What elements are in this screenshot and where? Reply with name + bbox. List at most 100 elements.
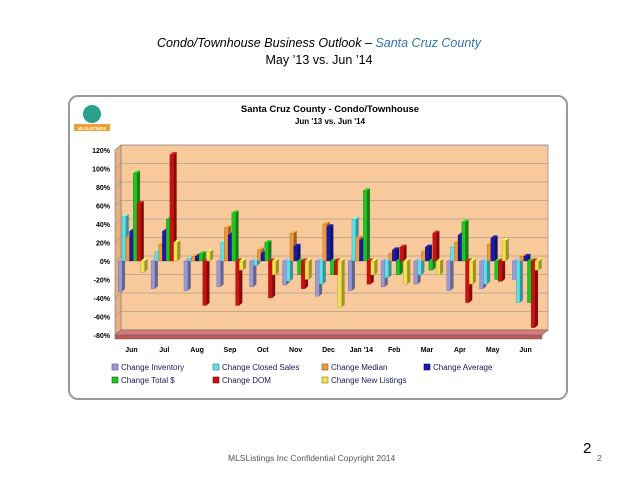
bar bbox=[191, 256, 196, 262]
bar-side bbox=[388, 258, 392, 278]
bar bbox=[121, 216, 126, 262]
bar bbox=[315, 260, 320, 297]
bar bbox=[257, 249, 262, 262]
bar bbox=[231, 212, 236, 262]
bar bbox=[403, 260, 408, 285]
legend-swatch bbox=[212, 363, 220, 371]
bar bbox=[165, 219, 171, 262]
bar bbox=[301, 260, 306, 289]
bar-side bbox=[351, 258, 355, 291]
y-tick-label: 60% bbox=[96, 204, 111, 211]
bar bbox=[293, 246, 298, 262]
bar-side bbox=[538, 258, 542, 271]
chart-subtitle: Jun '13 vs. Jun '14 bbox=[295, 117, 366, 126]
bar bbox=[450, 246, 455, 262]
bar-side bbox=[396, 247, 400, 261]
bar-top bbox=[122, 214, 129, 217]
bar bbox=[486, 244, 492, 262]
bar bbox=[436, 260, 441, 276]
bar-side bbox=[502, 258, 506, 282]
y-tick-label: -60% bbox=[94, 315, 111, 322]
bar bbox=[348, 260, 353, 291]
bar-top bbox=[527, 258, 535, 261]
bar-side bbox=[399, 258, 403, 275]
bar-side bbox=[440, 258, 444, 275]
bar bbox=[125, 237, 130, 262]
bar-side bbox=[519, 258, 523, 303]
legend-swatch bbox=[111, 376, 119, 384]
legend-swatch bbox=[212, 376, 220, 384]
bar-top bbox=[519, 253, 527, 257]
gridline-depth bbox=[114, 292, 122, 299]
bar bbox=[516, 260, 521, 303]
bar-top bbox=[137, 201, 144, 204]
bar-side bbox=[275, 258, 279, 275]
bar bbox=[260, 253, 265, 262]
bar-top bbox=[502, 238, 509, 241]
bar bbox=[337, 260, 342, 308]
bar-side bbox=[341, 258, 345, 308]
slide-title: Condo/Townhouse Business Outlook – Santa… bbox=[156, 36, 482, 50]
bar-side bbox=[308, 258, 312, 280]
bar-top bbox=[534, 258, 542, 261]
bar bbox=[527, 260, 532, 303]
gridline-depth bbox=[114, 144, 122, 151]
bar bbox=[469, 260, 474, 285]
bar-top bbox=[436, 258, 444, 261]
bar bbox=[322, 223, 327, 262]
page-number-small: 2 bbox=[597, 453, 602, 463]
bar-side bbox=[122, 258, 126, 292]
bar bbox=[216, 260, 221, 288]
bar bbox=[359, 240, 364, 262]
bar bbox=[264, 242, 269, 262]
bar-top bbox=[334, 258, 341, 261]
bar-top bbox=[239, 258, 247, 261]
bar-top bbox=[322, 221, 330, 224]
bar bbox=[220, 242, 225, 262]
slide-title-accent: Santa Cruz County bbox=[375, 36, 482, 50]
y-tick-label: -20% bbox=[94, 278, 111, 285]
bar bbox=[133, 172, 138, 262]
bar-side bbox=[235, 210, 239, 261]
bar bbox=[129, 231, 134, 262]
bar-top bbox=[173, 240, 181, 243]
bar bbox=[289, 233, 294, 262]
bar-top bbox=[399, 244, 407, 248]
legend-swatch bbox=[321, 376, 329, 384]
bar-top bbox=[523, 253, 531, 257]
bar-top bbox=[337, 258, 345, 261]
bar bbox=[490, 237, 495, 262]
bar-side bbox=[187, 258, 191, 291]
bar-top bbox=[326, 224, 334, 227]
bar-top bbox=[355, 235, 363, 238]
bar bbox=[154, 251, 159, 262]
x-tick-label: Jan '14 bbox=[350, 347, 374, 354]
bar bbox=[355, 237, 360, 262]
bar-side bbox=[290, 258, 294, 282]
y-tick-label: 20% bbox=[96, 241, 111, 248]
bar bbox=[224, 227, 229, 262]
bar-side bbox=[144, 258, 148, 273]
gridline-depth bbox=[114, 163, 122, 169]
legend-label: Change Median bbox=[331, 363, 387, 372]
bar-side bbox=[220, 258, 224, 287]
bar-side bbox=[366, 188, 370, 261]
bar-top bbox=[282, 258, 290, 261]
bar-top bbox=[249, 258, 257, 261]
bar bbox=[534, 260, 539, 271]
x-tick-label: Aug bbox=[190, 347, 204, 354]
x-tick-label: Sep bbox=[224, 347, 237, 354]
legend-label: Change DOM bbox=[222, 376, 271, 385]
x-tick-label: Apr bbox=[454, 347, 466, 354]
bar bbox=[421, 251, 426, 262]
chart-title: Santa Cruz County - Condo/Townhouse bbox=[241, 104, 419, 115]
plot-floor-front bbox=[114, 334, 543, 340]
bar bbox=[239, 260, 244, 271]
bar bbox=[136, 203, 141, 262]
bar bbox=[417, 260, 422, 276]
bar bbox=[173, 242, 178, 262]
bar bbox=[454, 242, 459, 262]
x-tick-label: Dec bbox=[322, 347, 335, 354]
bar bbox=[235, 260, 240, 306]
bar bbox=[150, 260, 156, 289]
